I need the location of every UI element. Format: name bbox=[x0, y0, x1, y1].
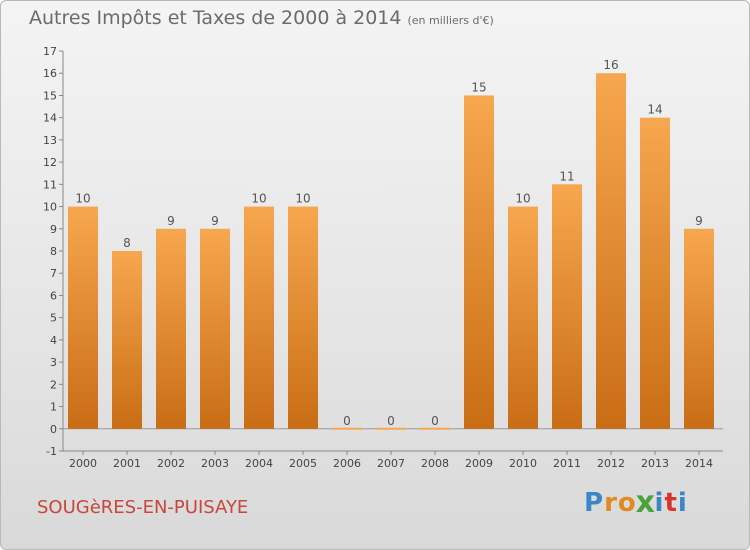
x-tick-label-2005: 2005 bbox=[289, 457, 317, 470]
logo-letter: x bbox=[635, 485, 656, 521]
value-label-2005: 10 bbox=[295, 192, 310, 206]
x-tick-label-2004: 2004 bbox=[245, 457, 273, 470]
x-tick-label-2007: 2007 bbox=[377, 457, 405, 470]
y-tick-label: 7 bbox=[50, 267, 57, 280]
logo-letter: P bbox=[584, 488, 605, 518]
value-label-2014: 9 bbox=[695, 214, 703, 228]
logo-letter: i bbox=[677, 488, 688, 518]
y-tick-label: 12 bbox=[43, 156, 57, 169]
x-tick-label-2011: 2011 bbox=[553, 457, 581, 470]
bar-2012 bbox=[596, 73, 626, 429]
x-tick-label-2000: 2000 bbox=[69, 457, 97, 470]
logo-letter: r bbox=[604, 488, 618, 518]
value-label-2013: 14 bbox=[647, 103, 662, 117]
y-tick-label: -1 bbox=[46, 445, 57, 458]
y-tick-label: 6 bbox=[50, 289, 57, 302]
y-tick-label: 17 bbox=[43, 45, 57, 58]
value-label-2001: 8 bbox=[123, 236, 131, 250]
bar-2010 bbox=[508, 206, 538, 429]
value-label-2000: 10 bbox=[75, 192, 90, 206]
y-tick-label: 10 bbox=[43, 201, 57, 214]
value-label-2011: 11 bbox=[559, 169, 574, 183]
x-tick-label-2014: 2014 bbox=[685, 457, 713, 470]
value-label-2006: 0 bbox=[343, 414, 351, 428]
value-label-2010: 10 bbox=[515, 192, 530, 206]
y-tick-label: 8 bbox=[50, 245, 57, 258]
value-label-2003: 9 bbox=[211, 214, 219, 228]
bar-2011 bbox=[552, 184, 582, 429]
x-tick-label-2002: 2002 bbox=[157, 457, 185, 470]
y-tick-label: 11 bbox=[43, 178, 57, 191]
bar-2003 bbox=[200, 228, 230, 429]
y-tick-label: 14 bbox=[43, 112, 57, 125]
y-tick-label: 1 bbox=[50, 401, 57, 414]
logo-letter: o bbox=[617, 488, 637, 518]
x-tick-label-2006: 2006 bbox=[333, 457, 361, 470]
x-tick-label-2008: 2008 bbox=[421, 457, 449, 470]
y-tick-label: 2 bbox=[50, 378, 57, 391]
x-tick-label-2012: 2012 bbox=[597, 457, 625, 470]
value-label-2012: 16 bbox=[603, 58, 618, 72]
value-label-2002: 9 bbox=[167, 214, 175, 228]
value-label-2009: 15 bbox=[471, 80, 486, 94]
x-tick-label-2009: 2009 bbox=[465, 457, 493, 470]
chart-title-text: Autres Impôts et Taxes de 2000 à 2014 bbox=[29, 7, 402, 29]
value-label-2004: 10 bbox=[251, 192, 266, 206]
y-tick-label: 15 bbox=[43, 89, 57, 102]
bar-2004 bbox=[244, 206, 274, 429]
y-tick-label: 16 bbox=[43, 67, 57, 80]
logo-letter: i bbox=[654, 488, 665, 518]
chart-subtitle: (en milliers d'€) bbox=[407, 14, 494, 27]
y-tick-label: 3 bbox=[50, 356, 57, 369]
y-tick-label: 5 bbox=[50, 312, 57, 325]
chart-title: Autres Impôts et Taxes de 2000 à 2014 (en… bbox=[29, 7, 494, 29]
logo-letter: t bbox=[664, 488, 678, 518]
bar-2014 bbox=[684, 228, 714, 429]
y-tick-label: 9 bbox=[50, 223, 57, 236]
value-label-2007: 0 bbox=[387, 414, 395, 428]
commune-name: SOUGèRES-EN-PUISAYE bbox=[37, 497, 249, 518]
x-tick-label-2010: 2010 bbox=[509, 457, 537, 470]
y-tick-label: 4 bbox=[50, 334, 57, 347]
bar-2009 bbox=[464, 95, 494, 429]
value-label-2008: 0 bbox=[431, 414, 439, 428]
x-tick-label-2013: 2013 bbox=[641, 457, 669, 470]
bar-2002 bbox=[156, 228, 186, 429]
bar-2001 bbox=[112, 251, 142, 429]
x-tick-label-2001: 2001 bbox=[113, 457, 141, 470]
bar-2005 bbox=[288, 206, 318, 429]
y-tick-label: 13 bbox=[43, 134, 57, 147]
x-tick-label-2003: 2003 bbox=[201, 457, 229, 470]
bar-2013 bbox=[640, 117, 670, 429]
proxiti-logo[interactable]: Proxiti bbox=[584, 485, 688, 521]
y-tick-label: 0 bbox=[50, 423, 57, 436]
bar-2000 bbox=[68, 206, 98, 429]
